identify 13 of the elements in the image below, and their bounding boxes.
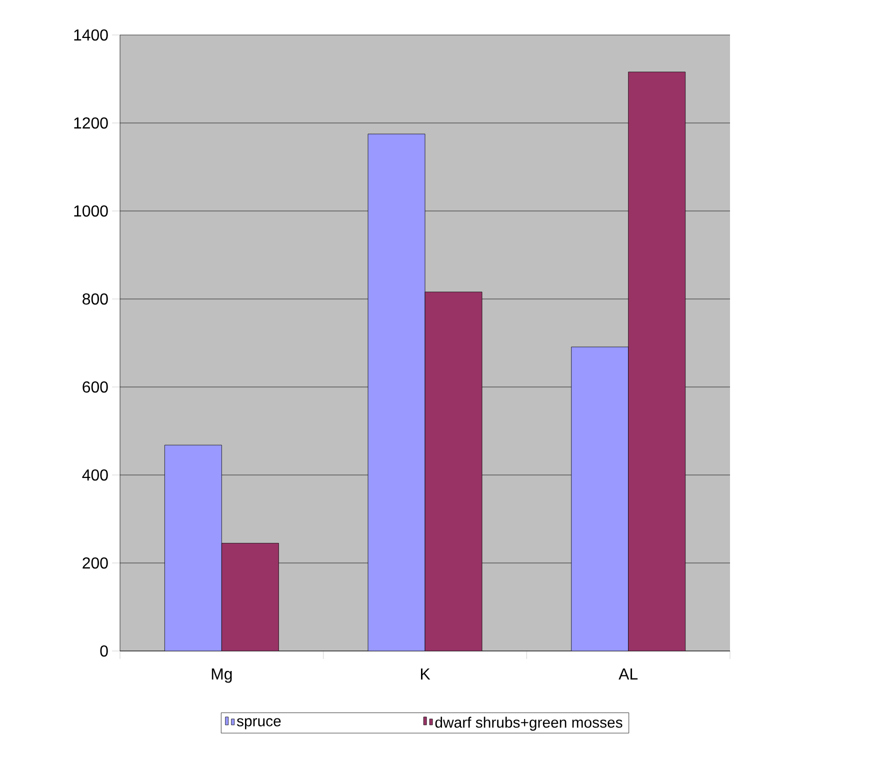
y-tick-label: 1400 xyxy=(74,29,108,41)
y-tick-label: 800 xyxy=(82,293,108,305)
legend-label: spruce xyxy=(236,718,281,730)
legend-label: dwarf shrubs+green mosses xyxy=(435,716,622,731)
y-tick-label: 0 xyxy=(100,645,108,657)
x-tick-label: Mg xyxy=(212,668,232,683)
y-tick-label: 1200 xyxy=(74,117,108,129)
y-tick-label: 200 xyxy=(82,557,108,569)
y-tick-label: 400 xyxy=(82,469,108,481)
x-tick-label: AL xyxy=(618,668,638,680)
y-tick-label: 600 xyxy=(82,381,108,393)
x-tick-label: K xyxy=(421,668,430,680)
y-tick-label: 1000 xyxy=(74,205,108,217)
